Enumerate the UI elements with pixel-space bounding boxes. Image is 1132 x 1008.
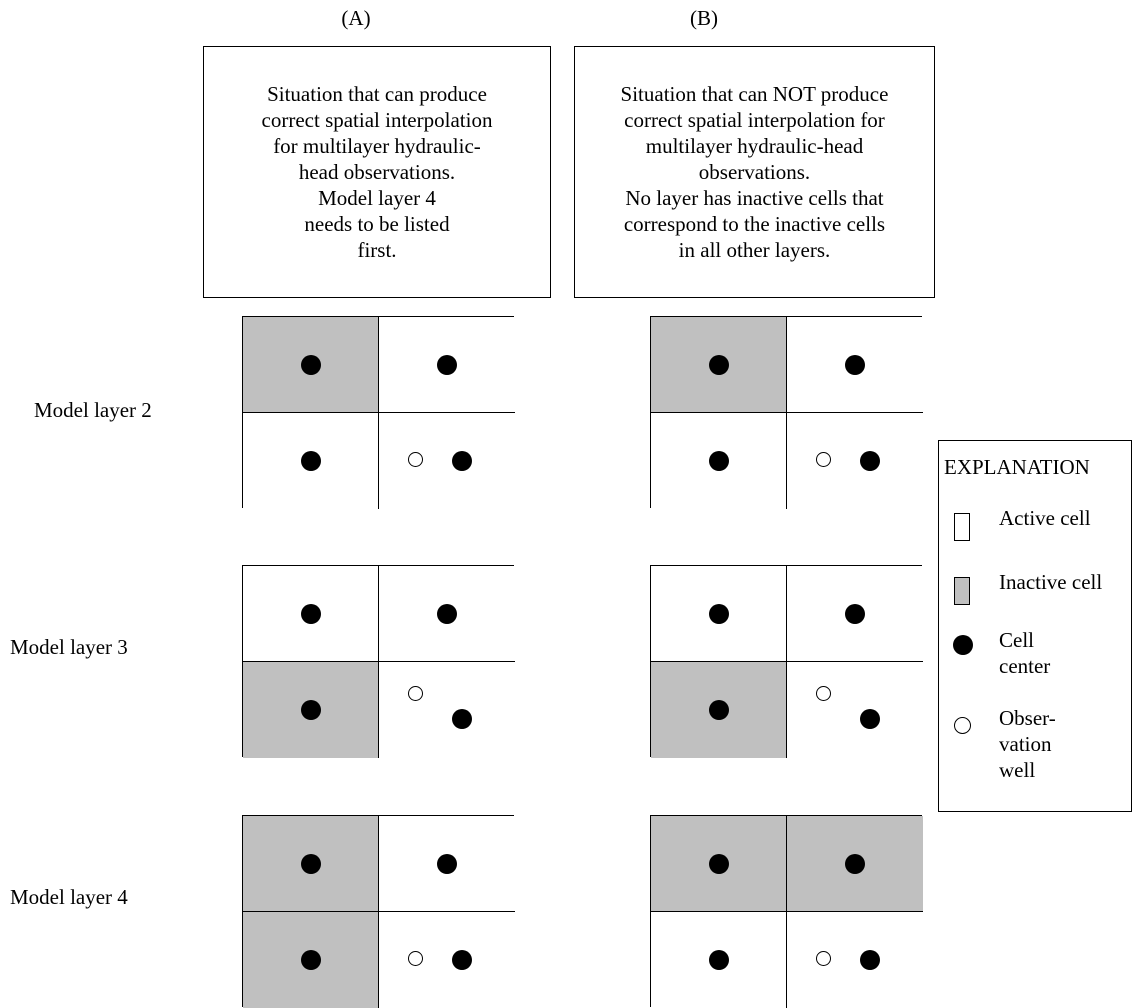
inactive-cell-top-left: [243, 317, 379, 413]
active-cell-bottom-right: [379, 912, 515, 1008]
cell-center-marker: [708, 853, 729, 874]
inactive-cell-swatch: [954, 577, 970, 605]
description-text-b: Situation that can NOT produce correct s…: [620, 82, 889, 262]
active-cell-bottom-right: [379, 662, 515, 758]
legend: EXPLANATION Active cell Inactive cell Ce…: [938, 440, 1132, 812]
observation-well-marker: [816, 951, 831, 966]
observation-well-swatch: [954, 717, 971, 734]
cell-center-marker: [708, 451, 729, 471]
active-cell-top-right: [379, 566, 515, 662]
legend-label-observation-well: Obser- vation well: [999, 706, 1056, 782]
cell-center-marker: [452, 709, 472, 729]
legend-label-active: Active cell: [999, 506, 1091, 530]
column-label-b: (B): [690, 6, 718, 30]
observation-well-marker: [408, 686, 423, 701]
active-cell-bottom-left: [651, 413, 787, 509]
cell-center-marker: [708, 950, 729, 970]
active-cell-bottom-right: [787, 912, 923, 1008]
active-cell-top-left: [651, 566, 787, 662]
active-cell-swatch: [954, 513, 970, 541]
legend-label-inactive: Inactive cell: [999, 570, 1103, 594]
inactive-cell-top-left: [651, 317, 787, 413]
cell-center-marker: [452, 950, 472, 970]
active-cell-top-right: [379, 317, 515, 413]
column-label-a: (A): [341, 6, 371, 30]
cell-center-marker: [300, 354, 321, 375]
cell-center-marker: [860, 709, 880, 729]
row-label-layer-4: Model layer 4: [10, 885, 128, 909]
grid-a-layer-3: [242, 565, 515, 758]
grid-a-layer-2: [242, 316, 515, 509]
grid-a-layer-4: [242, 815, 515, 1008]
legend-label-cell-center: Cell center: [999, 628, 1051, 678]
cell-center-marker: [845, 354, 865, 375]
inactive-cell-top-right: [787, 816, 923, 912]
inactive-cell-bottom-left: [243, 662, 379, 758]
inactive-cell-top-left: [651, 816, 787, 912]
row-label-layer-2: Model layer 2: [34, 398, 152, 422]
observation-well-marker: [408, 452, 423, 467]
active-cell-bottom-right: [787, 662, 923, 758]
legend-title: EXPLANATION: [944, 455, 1090, 479]
description-box-b: Situation that can NOT produce correct s…: [574, 46, 935, 298]
cell-center-marker: [437, 603, 457, 624]
cell-center-marker: [300, 700, 321, 720]
cell-center-marker: [860, 451, 880, 471]
cell-center-swatch: [953, 635, 973, 655]
grid-b-layer-2: [650, 316, 923, 509]
description-text-a: Situation that can produce correct spati…: [261, 82, 493, 262]
inactive-cell-bottom-left: [651, 662, 787, 758]
observation-well-marker: [816, 686, 831, 701]
cell-center-marker: [708, 354, 729, 375]
cell-center-marker: [300, 451, 321, 471]
active-cell-top-right: [379, 816, 515, 912]
cell-center-marker: [452, 451, 472, 471]
description-box-a: Situation that can produce correct spati…: [203, 46, 551, 298]
active-cell-top-right: [787, 317, 923, 413]
active-cell-top-left: [243, 566, 379, 662]
inactive-cell-bottom-left: [243, 912, 379, 1008]
cell-center-marker: [708, 603, 729, 624]
cell-center-marker: [708, 700, 729, 720]
active-cell-bottom-right: [787, 413, 923, 509]
observation-well-marker: [408, 951, 423, 966]
cell-center-marker: [860, 950, 880, 970]
row-label-layer-3: Model layer 3: [10, 635, 128, 659]
active-cell-bottom-right: [379, 413, 515, 509]
cell-center-marker: [845, 603, 865, 624]
cell-center-marker: [845, 853, 865, 874]
cell-center-marker: [300, 853, 321, 874]
grid-b-layer-3: [650, 565, 923, 758]
cell-center-marker: [437, 354, 457, 375]
cell-center-marker: [300, 603, 321, 624]
cell-center-marker: [300, 950, 321, 970]
active-cell-bottom-left: [243, 413, 379, 509]
inactive-cell-top-left: [243, 816, 379, 912]
active-cell-bottom-left: [651, 912, 787, 1008]
grid-b-layer-4: [650, 815, 923, 1008]
cell-center-marker: [437, 853, 457, 874]
observation-well-marker: [816, 452, 831, 467]
active-cell-top-right: [787, 566, 923, 662]
